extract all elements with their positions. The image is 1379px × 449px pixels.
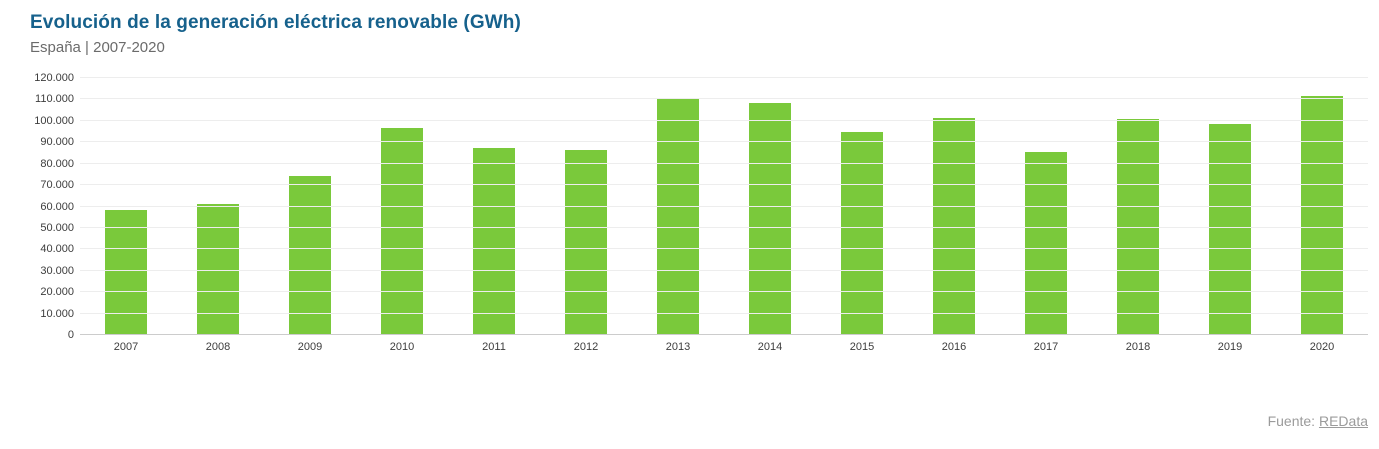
x-tick-label-2019: 2019 (1217, 341, 1243, 353)
x-tick-label-2010: 2010 (389, 341, 415, 353)
bar-2018[interactable] (1117, 119, 1159, 334)
source-label: Fuente: (1267, 413, 1316, 429)
gridline (80, 98, 1368, 100)
bar-band-2009 (264, 78, 356, 334)
x-tick-label-2020: 2020 (1309, 341, 1335, 353)
bar-2013[interactable] (657, 98, 699, 334)
y-tick-label: 80.000 (40, 157, 74, 170)
bar-band-2011 (448, 78, 540, 334)
bar-band-2010 (356, 78, 448, 334)
source-credit: Fuente: REData (1268, 413, 1368, 429)
x-tick-label-2017: 2017 (1033, 341, 1059, 353)
chart-title: Evolución de la generación eléctrica ren… (30, 12, 521, 33)
gridline (80, 205, 1368, 207)
bar-2008[interactable] (197, 204, 239, 334)
bar-2007[interactable] (105, 210, 147, 334)
bar-band-2012 (540, 78, 632, 334)
y-tick-label: 60.000 (40, 200, 74, 213)
gridline (80, 269, 1368, 271)
y-tick-label: 40.000 (40, 243, 74, 256)
gridline (80, 77, 1368, 78)
x-tick-label-2008: 2008 (205, 341, 231, 353)
y-tick-label: 120.000 (34, 72, 74, 84)
bar-2011[interactable] (473, 148, 515, 334)
bar-2009[interactable] (289, 176, 331, 334)
gridline (80, 248, 1368, 250)
y-tick-label: 70.000 (40, 179, 74, 192)
plot-area (80, 77, 1368, 335)
gridline (80, 312, 1368, 314)
bar-2016[interactable] (933, 118, 975, 334)
y-tick-label: 100.000 (34, 114, 74, 127)
bar-band-2020 (1276, 78, 1368, 334)
gridline (80, 291, 1368, 293)
bar-2019[interactable] (1209, 124, 1251, 334)
bar-2012[interactable] (565, 150, 607, 334)
x-tick-label-2012: 2012 (573, 341, 599, 353)
gridline (80, 119, 1368, 121)
bar-chart: 0 10.000 20.000 30.000 40.000 50.000 60.000 70.… (0, 72, 1379, 353)
x-axis-gutter (0, 341, 80, 353)
source-link[interactable]: REData (1318, 413, 1368, 429)
bar-2017[interactable] (1025, 152, 1067, 334)
y-tick-label: 30.000 (40, 264, 74, 277)
chart-subtitle: España | 2007-2020 (30, 39, 165, 56)
bar-2010[interactable] (381, 128, 423, 334)
bar-2015[interactable] (841, 132, 883, 334)
x-tick-label-2013: 2013 (665, 341, 691, 353)
x-tick-label-2016: 2016 (941, 341, 967, 353)
bar-band-2018 (1092, 78, 1184, 334)
x-tick-label-2007: 2007 (113, 341, 139, 353)
bar-band-2017 (1000, 78, 1092, 334)
bar-band-2019 (1184, 78, 1276, 334)
gridline (80, 141, 1368, 143)
bars-container (80, 78, 1368, 334)
y-tick-label: 10.000 (40, 307, 74, 320)
x-tick-label-2015: 2015 (849, 341, 875, 353)
bar-band-2008 (172, 78, 264, 334)
bar-2014[interactable] (749, 103, 791, 334)
y-tick-label: 90.000 (40, 136, 74, 149)
bar-band-2013 (632, 78, 724, 334)
y-tick-label: 50.000 (40, 221, 74, 234)
x-tick-label-2018: 2018 (1125, 341, 1151, 353)
y-axis: 0 10.000 20.000 30.000 40.000 50.000 60.000 70.… (0, 72, 80, 341)
x-tick-label-2011: 2011 (482, 341, 506, 353)
gridline (80, 184, 1368, 186)
x-axis: 2007 2008 2009 2010 2011 2012 2013 2014 2015 2016… (80, 341, 1368, 353)
chart-header: Evolución de la generación eléctrica ren… (30, 12, 521, 56)
bar-band-2016 (908, 78, 1000, 334)
gridline (80, 226, 1368, 228)
y-tick-label: 110.000 (35, 93, 74, 106)
bar-band-2015 (816, 78, 908, 334)
y-tick-label: 20.000 (40, 286, 74, 299)
bar-2020[interactable] (1301, 96, 1343, 334)
x-tick-label-2009: 2009 (297, 341, 323, 353)
gridline (80, 162, 1368, 164)
y-tick-label: 0 (67, 329, 74, 341)
x-tick-label-2014: 2014 (757, 341, 783, 353)
